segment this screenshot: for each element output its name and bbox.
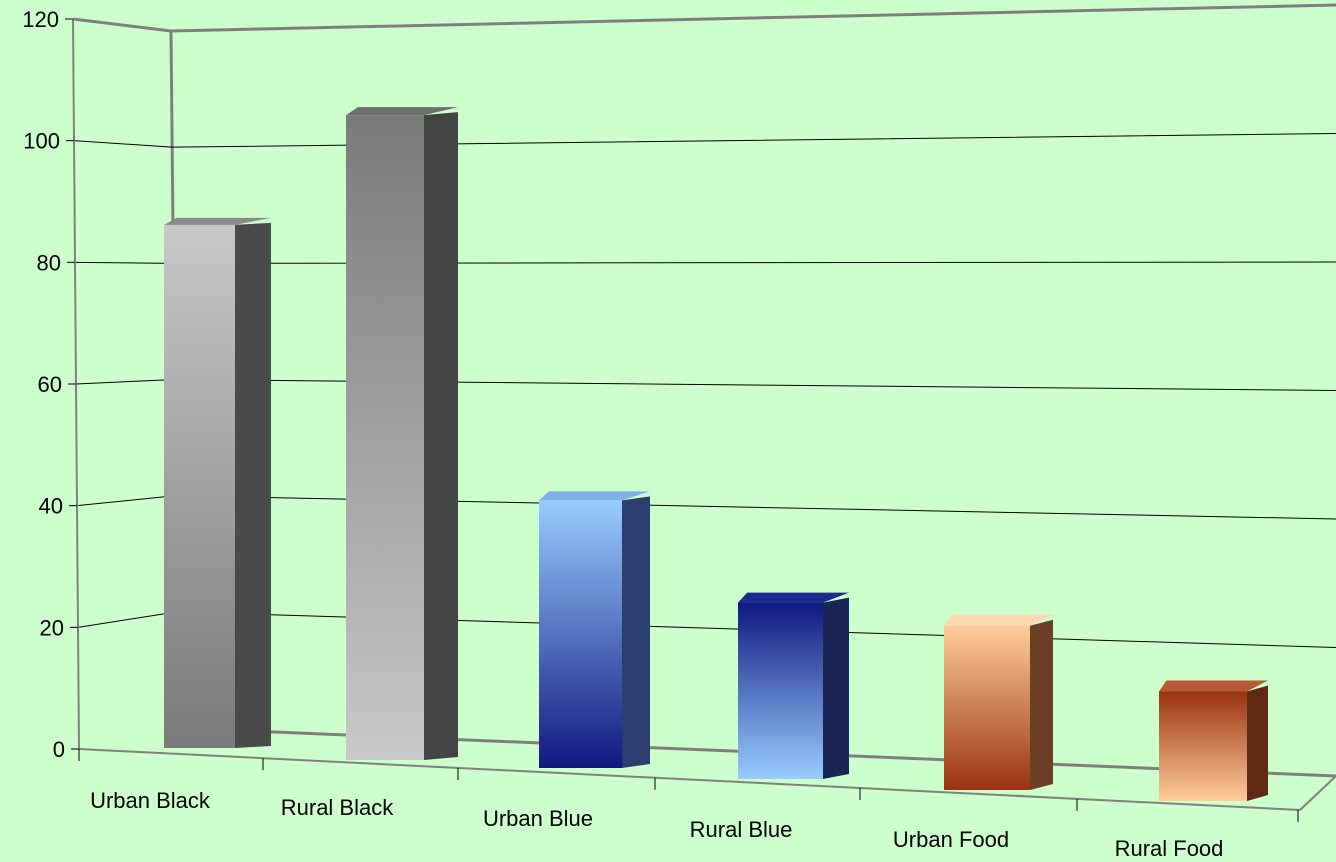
x-category-label: Urban Food [893,827,1009,852]
bar-top [738,592,849,603]
bars [164,107,1268,801]
bar-side [823,597,849,779]
bar-rural-blue [738,592,849,779]
bar-top [539,491,650,501]
y-tick-label: 20 [40,615,64,640]
x-category-label: Rural Black [281,795,394,820]
y-tick-label: 0 [53,737,65,762]
bar-front [738,602,823,779]
bar-top [346,107,458,116]
axes [65,18,1336,822]
x-axis [78,748,1301,811]
x-category-label: Rural Food [1115,836,1224,861]
bar-rural-black [346,107,458,760]
labels: 0 20 40 60 80 100 120 Urban Black Rural Black Urb… [22,7,1223,861]
bar-front [1159,691,1247,801]
x-category-label: Urban Blue [483,806,593,831]
y-tick-label: 60 [38,372,62,397]
bar-front [539,500,622,768]
x-category-label: Rural Blue [690,817,793,842]
frame-top-left-edge [72,17,172,33]
y-tick-label: 40 [39,494,63,519]
bar-side [1030,619,1053,790]
y-tick-label: 100 [23,129,60,154]
bar-front [346,115,424,760]
gridline [73,133,1336,148]
bar-urban-food [944,614,1053,790]
bar-urban-blue [539,491,650,768]
bar-top [1159,680,1268,692]
bar-top [944,614,1053,626]
bar-side [1247,685,1268,801]
bar-front [944,625,1030,790]
y-tick-label: 80 [37,250,61,275]
bar-rural-food [1159,680,1268,801]
bar-side [622,496,650,768]
bar-side [235,222,271,749]
bar-side [424,112,458,760]
bar-urban-black [164,217,271,749]
x-category-label: Urban Black [90,788,211,813]
bar-top [164,217,271,225]
bar-front [164,224,235,749]
floor-right-edge [1299,775,1336,811]
frame-top-edge [170,3,1336,33]
y-tick-label: 120 [22,7,59,32]
